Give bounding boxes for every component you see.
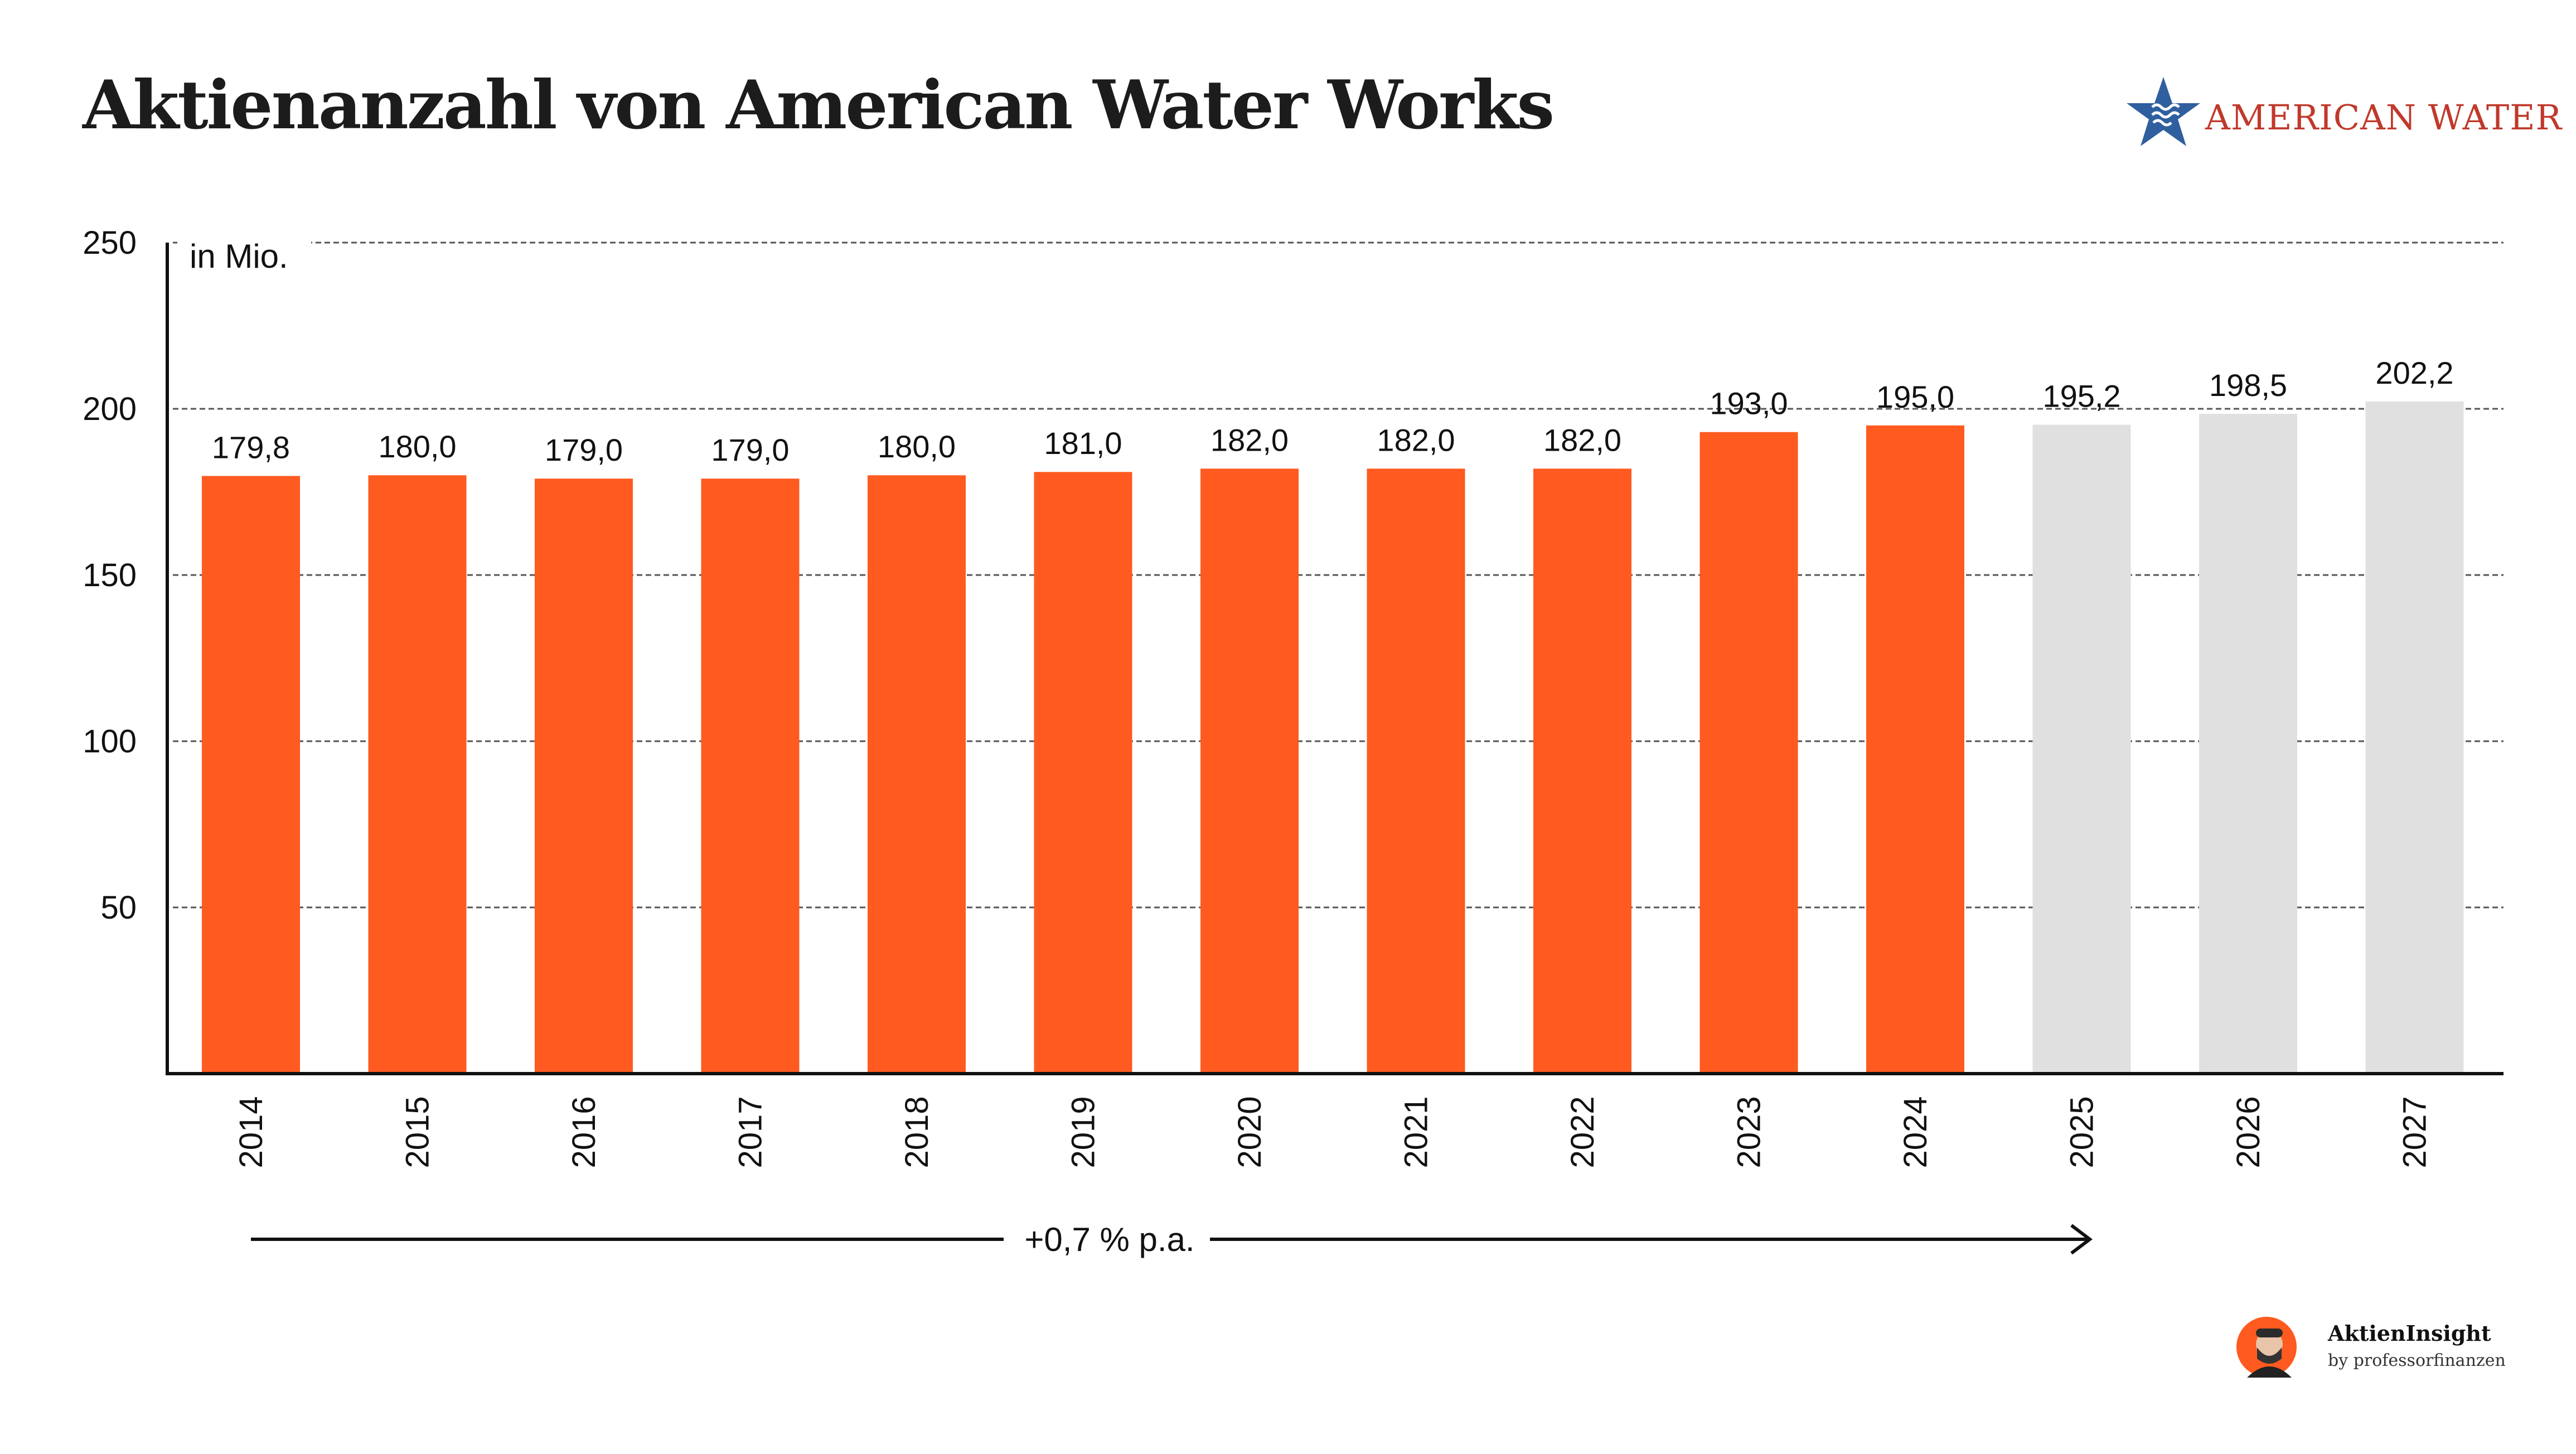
- y-tick-label: 250: [83, 225, 137, 261]
- x-tick-label-2027: 2027: [2397, 1096, 2433, 1168]
- x-tick-label-2018: 2018: [899, 1096, 935, 1168]
- x-tick-label-2021: 2021: [1398, 1096, 1435, 1168]
- value-label-2014: 179,8: [212, 429, 290, 465]
- bar-2015: [368, 475, 467, 1074]
- bar-2025: [2032, 424, 2131, 1074]
- gridlines: [173, 241, 2504, 909]
- star-water-icon: [2127, 77, 2200, 146]
- y-tick-label: 100: [83, 723, 137, 760]
- american-water-logo: American Water: [2124, 73, 2562, 162]
- bar-2018: [868, 475, 966, 1074]
- bar-2017: [701, 479, 800, 1074]
- logo-text: American Water: [2205, 97, 2563, 138]
- brand-name: AktienInsight: [2328, 1321, 2491, 1346]
- x-tick-label-2020: 2020: [1232, 1096, 1268, 1168]
- y-tick-label: 150: [83, 557, 137, 593]
- value-labels: 179,8 180,0 179,0 179,0 180,0 181,0 182,0 182,0…: [212, 355, 2454, 467]
- x-tick-label-2026: 2026: [2230, 1096, 2267, 1168]
- value-label-2021: 182,0: [1377, 422, 1455, 457]
- value-label-2020: 182,0: [1210, 422, 1289, 457]
- value-label-2015: 180,0: [378, 429, 456, 464]
- x-tick-label-2017: 2017: [733, 1096, 769, 1168]
- value-label-2026: 198,5: [2209, 368, 2287, 403]
- bar-2027: [2365, 401, 2464, 1074]
- unit-label-bg: [177, 226, 311, 276]
- value-label-2024: 195,0: [1876, 379, 1954, 414]
- aktieninsight-branding: AktienInsight by professorfinanzen: [2236, 1311, 2548, 1383]
- bar-2023: [1699, 432, 1798, 1074]
- brand-subtitle: by professorfinanzen: [2328, 1351, 2506, 1370]
- growth-arrowhead: [2070, 1224, 2093, 1255]
- y-axis-labels: 50 100 150 200 250: [83, 225, 137, 926]
- x-tick-label-2024: 2024: [1897, 1096, 1934, 1168]
- x-tick-label-2023: 2023: [1731, 1096, 1768, 1168]
- bar-2026: [2199, 413, 2297, 1074]
- bar-2016: [535, 479, 633, 1074]
- x-tick-label-2022: 2022: [1565, 1096, 1601, 1168]
- x-tick-label-2019: 2019: [1066, 1096, 1102, 1168]
- x-tick-label-2016: 2016: [566, 1096, 602, 1168]
- value-label-2025: 195,2: [2042, 379, 2120, 414]
- value-label-2019: 181,0: [1044, 426, 1122, 461]
- value-label-2027: 202,2: [2375, 355, 2453, 390]
- value-label-2022: 182,0: [1543, 422, 1621, 457]
- x-tick-label-2025: 2025: [2064, 1096, 2100, 1168]
- bar-2022: [1533, 468, 1631, 1074]
- bar-2024: [1866, 425, 1964, 1074]
- value-label-2016: 179,0: [545, 432, 623, 467]
- bar-2020: [1200, 468, 1299, 1074]
- bar-2019: [1034, 472, 1132, 1074]
- x-axis-labels: 2014 2015 2016 2017 2018 2019 2020 2021 2022 2023…: [233, 1096, 2433, 1168]
- x-tick-label-2015: 2015: [400, 1096, 436, 1168]
- bars: [202, 401, 2464, 1074]
- unit-label: in Mio.: [190, 238, 288, 275]
- bar-2014: [202, 476, 300, 1074]
- avatar-icon: [2236, 1317, 2297, 1378]
- growth-annotation: +0,7 % p.a.: [251, 1221, 2093, 1258]
- bar-2021: [1367, 468, 1465, 1074]
- value-label-2018: 180,0: [878, 429, 956, 464]
- value-label-2017: 179,0: [711, 432, 789, 467]
- x-tick-label-2014: 2014: [233, 1096, 269, 1168]
- y-tick-label: 200: [83, 391, 137, 427]
- chart-title: Aktienanzahl von American Water Works: [83, 66, 1555, 144]
- value-label-2023: 193,0: [1710, 386, 1788, 421]
- growth-label: +0,7 % p.a.: [1024, 1221, 1194, 1258]
- y-tick-label: 50: [100, 890, 137, 926]
